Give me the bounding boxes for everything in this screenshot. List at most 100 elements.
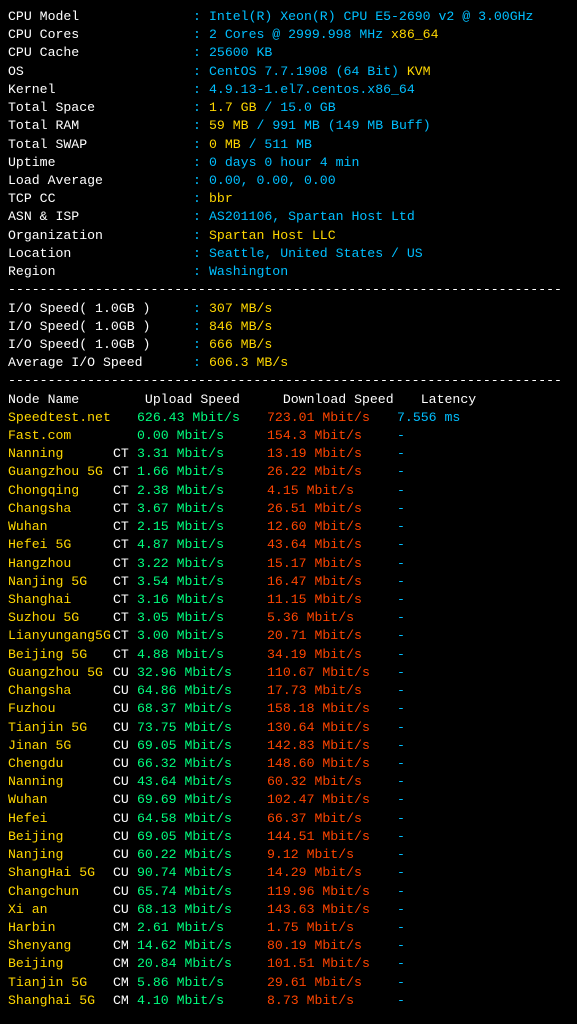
speedtest-row: Jinan 5GCU69.05 Mbit/s142.83 Mbit/s- [8, 737, 569, 755]
download-speed: 148.60 Mbit/s [267, 755, 397, 773]
io-value: 666 MB/s [209, 337, 272, 352]
speedtest-row: HangzhouCT3.22 Mbit/s15.17 Mbit/s- [8, 555, 569, 573]
sysinfo-label: CPU Cache [8, 44, 193, 62]
speedtest-row: Suzhou 5GCT3.05 Mbit/s5.36 Mbit/s- [8, 609, 569, 627]
upload-speed: 64.58 Mbit/s [137, 810, 267, 828]
sysinfo-value: 0 MB [209, 137, 241, 152]
speedtest-row: WuhanCT2.15 Mbit/s12.60 Mbit/s- [8, 518, 569, 536]
upload-speed: 43.64 Mbit/s [137, 773, 267, 791]
download-speed: 80.19 Mbit/s [267, 937, 397, 955]
sysinfo-label: Uptime [8, 154, 193, 172]
download-speed: 12.60 Mbit/s [267, 518, 397, 536]
latency-value: - [397, 828, 405, 846]
upload-speed: 32.96 Mbit/s [137, 664, 267, 682]
latency-value: - [397, 937, 405, 955]
sysinfo-row: Uptime:0 days 0 hour 4 min [8, 154, 569, 172]
upload-speed: 3.22 Mbit/s [137, 555, 267, 573]
node-name: Beijing [8, 828, 113, 846]
io-speed-section: I/O Speed( 1.0GB ):307 MB/sI/O Speed( 1.… [8, 300, 569, 373]
sysinfo-row: Organization:Spartan Host LLC [8, 227, 569, 245]
download-speed: 101.51 Mbit/s [267, 955, 397, 973]
provider-tag: CU [113, 700, 137, 718]
col-header-download: Download Speed [283, 391, 413, 409]
latency-value: - [397, 536, 405, 554]
upload-speed: 3.31 Mbit/s [137, 445, 267, 463]
provider-tag: CU [113, 901, 137, 919]
upload-speed: 3.00 Mbit/s [137, 627, 267, 645]
speedtest-row: Guangzhou 5GCU32.96 Mbit/s110.67 Mbit/s- [8, 664, 569, 682]
colon-separator: : [193, 44, 209, 62]
node-name: Guangzhou 5G [8, 463, 113, 481]
node-name: Nanjing 5G [8, 573, 113, 591]
system-info-section: CPU Model:Intel(R) Xeon(R) CPU E5-2690 v… [8, 8, 569, 281]
sysinfo-row: CPU Model:Intel(R) Xeon(R) CPU E5-2690 v… [8, 8, 569, 26]
download-speed: 14.29 Mbit/s [267, 864, 397, 882]
sysinfo-row: Total Space:1.7 GB / 15.0 GB [8, 99, 569, 117]
sysinfo-row: Region:Washington [8, 263, 569, 281]
sysinfo-label: Region [8, 263, 193, 281]
node-name: Changsha [8, 682, 113, 700]
speedtest-row: WuhanCU69.69 Mbit/s102.47 Mbit/s- [8, 791, 569, 809]
sysinfo-row: Load Average:0.00, 0.00, 0.00 [8, 172, 569, 190]
download-speed: 142.83 Mbit/s [267, 737, 397, 755]
upload-speed: 68.13 Mbit/s [137, 901, 267, 919]
col-header-node: Node Name [8, 391, 137, 409]
upload-speed: 3.54 Mbit/s [137, 573, 267, 591]
speedtest-row: Fast.com0.00 Mbit/s154.3 Mbit/s- [8, 427, 569, 445]
sysinfo-value: Washington [209, 264, 288, 279]
provider-tag: CT [113, 463, 137, 481]
colon-separator: : [193, 63, 209, 81]
upload-speed: 2.61 Mbit/s [137, 919, 267, 937]
latency-value: - [397, 682, 405, 700]
sysinfo-label: Total SWAP [8, 136, 193, 154]
download-speed: 16.47 Mbit/s [267, 573, 397, 591]
node-name: Shenyang [8, 937, 113, 955]
colon-separator: : [193, 354, 209, 372]
upload-speed: 66.32 Mbit/s [137, 755, 267, 773]
node-name: Lianyungang5G [8, 627, 113, 645]
latency-value: - [397, 810, 405, 828]
download-speed: 723.01 Mbit/s [267, 409, 397, 427]
speedtest-row: Guangzhou 5GCT1.66 Mbit/s26.22 Mbit/s- [8, 463, 569, 481]
node-name: Shanghai [8, 591, 113, 609]
speedtest-header-row: Node Name Upload Speed Download Speed La… [8, 391, 569, 409]
upload-speed: 2.15 Mbit/s [137, 518, 267, 536]
sysinfo-row: TCP CC:bbr [8, 190, 569, 208]
provider-tag: CU [113, 737, 137, 755]
node-name: Suzhou 5G [8, 609, 113, 627]
speedtest-row: Beijing 5GCT4.88 Mbit/s34.19 Mbit/s- [8, 646, 569, 664]
provider-tag: CU [113, 719, 137, 737]
speedtest-row: Lianyungang5GCT3.00 Mbit/s20.71 Mbit/s- [8, 627, 569, 645]
sysinfo-label: Load Average [8, 172, 193, 190]
sysinfo-value: 59 MB [209, 118, 249, 133]
node-name: Fast.com [8, 427, 113, 445]
sysinfo-label: OS [8, 63, 193, 81]
upload-speed: 3.16 Mbit/s [137, 591, 267, 609]
speedtest-row: FuzhouCU68.37 Mbit/s158.18 Mbit/s- [8, 700, 569, 718]
sysinfo-value: / [241, 137, 265, 152]
sysinfo-value: (149 MB Buff) [328, 118, 431, 133]
sysinfo-value: / [256, 100, 280, 115]
io-row: I/O Speed( 1.0GB ):666 MB/s [8, 336, 569, 354]
upload-speed: 60.22 Mbit/s [137, 846, 267, 864]
upload-speed: 1.66 Mbit/s [137, 463, 267, 481]
divider-line: ----------------------------------------… [8, 372, 569, 390]
download-speed: 26.22 Mbit/s [267, 463, 397, 481]
speedtest-row: HefeiCU64.58 Mbit/s66.37 Mbit/s- [8, 810, 569, 828]
sysinfo-row: Location:Seattle, United States / US [8, 245, 569, 263]
provider-tag: CT [113, 518, 137, 536]
node-name: Harbin [8, 919, 113, 937]
sysinfo-row: OS:CentOS 7.7.1908 (64 Bit) KVM [8, 63, 569, 81]
speedtest-row: ChangshaCU64.86 Mbit/s17.73 Mbit/s- [8, 682, 569, 700]
node-name: Nanning [8, 445, 113, 463]
colon-separator: : [193, 136, 209, 154]
download-speed: 66.37 Mbit/s [267, 810, 397, 828]
provider-tag: CT [113, 573, 137, 591]
node-name: Xi an [8, 901, 113, 919]
provider-tag: CU [113, 664, 137, 682]
node-name: Tianjin 5G [8, 719, 113, 737]
speedtest-row: Hefei 5GCT4.87 Mbit/s43.64 Mbit/s- [8, 536, 569, 554]
node-name: Changsha [8, 500, 113, 518]
download-speed: 17.73 Mbit/s [267, 682, 397, 700]
sysinfo-value: 25600 KB [209, 45, 272, 60]
